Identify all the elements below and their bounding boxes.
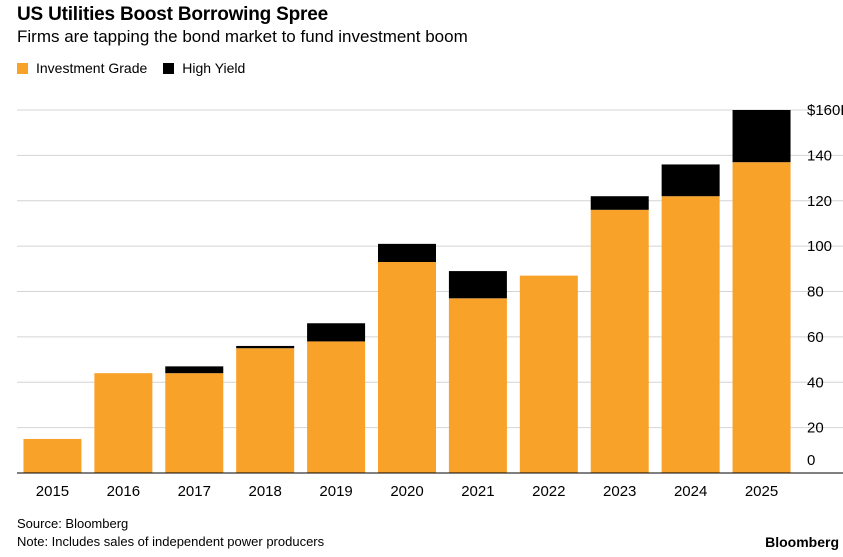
- bar-high-yield: [448, 271, 507, 299]
- source-text: Source: Bloomberg: [17, 516, 129, 531]
- x-tick-label: 2023: [603, 483, 636, 500]
- bar-investment-grade: [732, 162, 791, 473]
- legend-item-investment-grade[interactable]: Investment Grade: [17, 60, 147, 76]
- legend-swatch-investment-grade: [17, 62, 28, 74]
- legend-label-high-yield: High Yield: [182, 60, 246, 76]
- legend-swatch-high-yield: [163, 62, 175, 74]
- bar-investment-grade: [23, 438, 82, 473]
- x-tick-label: 2021: [461, 483, 494, 500]
- chart-subtitle: Firms are tapping the bond market to fun…: [17, 27, 468, 46]
- bar-investment-grade: [94, 373, 153, 473]
- bar-high-yield: [732, 110, 791, 163]
- x-tick-label: 2019: [319, 483, 352, 500]
- y-tick-label: 60: [807, 329, 824, 346]
- bar-high-yield: [378, 243, 436, 263]
- x-tick-label: 2017: [178, 483, 211, 500]
- note-text: Note: Includes sales of independent powe…: [17, 534, 325, 549]
- y-tick-label: 100: [807, 238, 832, 255]
- y-tick-label: 140: [807, 147, 832, 164]
- bar-investment-grade: [661, 196, 720, 473]
- legend-item-high-yield[interactable]: High Yield: [163, 60, 245, 76]
- bar-high-yield: [307, 323, 366, 342]
- y-tick-label: 20: [807, 420, 824, 437]
- y-tick-label: 80: [807, 284, 824, 301]
- bar-high-yield: [590, 196, 649, 210]
- x-tick-label: 2024: [674, 483, 707, 500]
- bar-high-yield: [661, 164, 720, 197]
- bar-high-yield: [236, 345, 295, 349]
- bar-high-yield: [165, 366, 224, 374]
- chart-title: US Utilities Boost Borrowing Spree: [17, 4, 328, 25]
- x-tick-label: 2015: [36, 483, 69, 500]
- legend-label-investment-grade: Investment Grade: [36, 60, 148, 76]
- bar-investment-grade: [165, 373, 224, 473]
- bloomberg-logo: Bloomberg: [765, 534, 839, 550]
- x-tick-label: 2022: [532, 483, 565, 500]
- x-tick-label: 2016: [107, 483, 140, 500]
- bar-investment-grade: [519, 275, 578, 473]
- bar-investment-grade: [448, 298, 507, 473]
- bar-investment-grade: [590, 209, 649, 473]
- bar-investment-grade: [307, 341, 366, 473]
- legend: Investment Grade High Yield: [17, 60, 261, 76]
- y-tick-label: $160B: [807, 102, 843, 119]
- bar-investment-grade: [236, 348, 295, 473]
- y-tick-label: 120: [807, 193, 832, 210]
- y-tick-label: 40: [807, 374, 824, 391]
- y-tick-label: 0: [807, 452, 815, 469]
- bar-chart: 0 20 40 60 80 100 120 140 $160B 2015 2016 2017 2018 2…: [17, 102, 843, 500]
- bar-investment-grade: [378, 262, 436, 473]
- x-tick-label: 2018: [248, 483, 281, 500]
- x-tick-label: 2020: [390, 483, 423, 500]
- x-tick-label: 2025: [745, 483, 778, 500]
